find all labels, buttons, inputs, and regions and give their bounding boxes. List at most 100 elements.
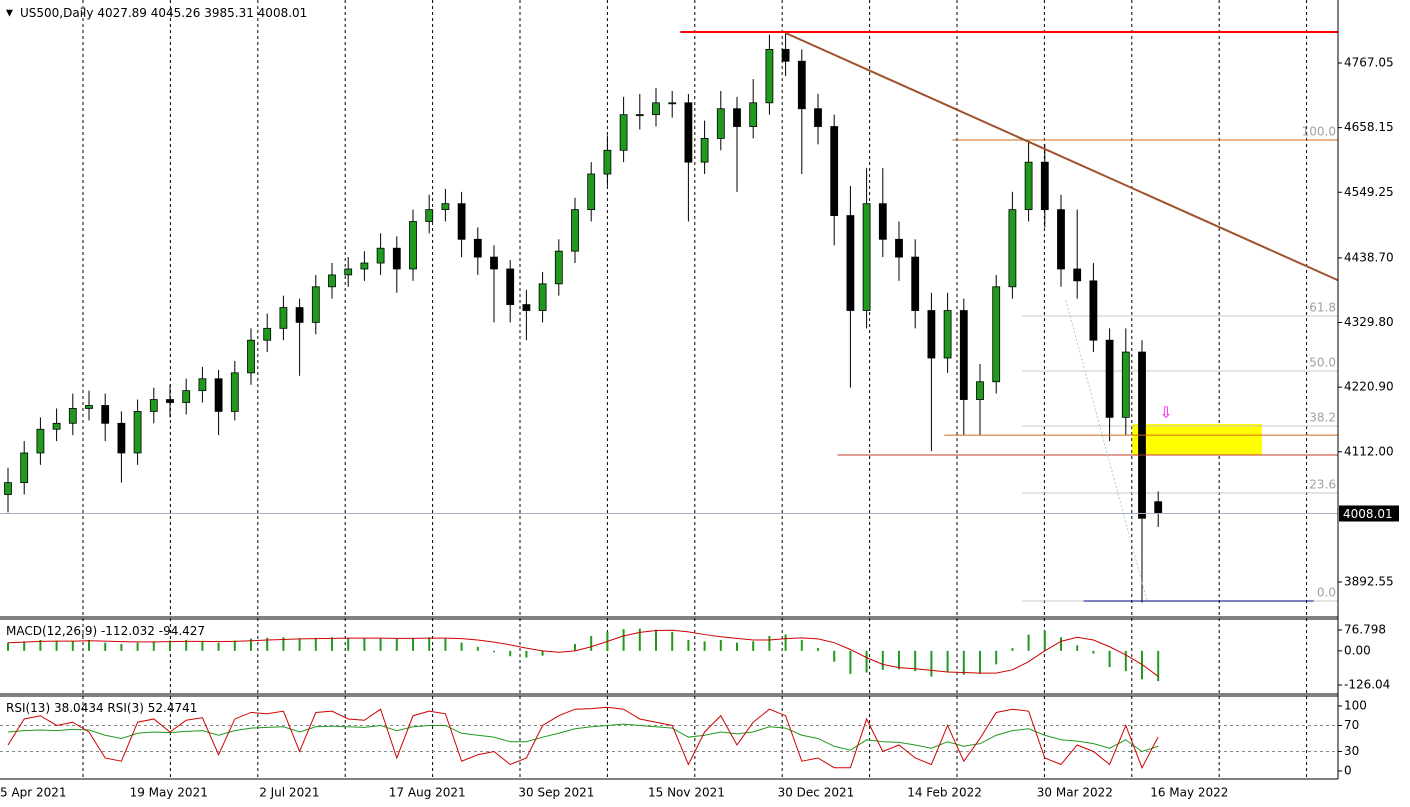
macd-bar (185, 639, 188, 651)
candle-body (619, 114, 628, 151)
macd-bar (152, 641, 155, 651)
chart-header: US500,Daily 4027.89 4045.26 3985.31 4008… (20, 6, 307, 20)
macd-bar (800, 639, 803, 651)
macd-bar (768, 635, 771, 651)
candle-body (538, 283, 547, 311)
candle-body (149, 399, 158, 412)
y-tick-label: 0 (1344, 763, 1352, 777)
candle-body (603, 149, 612, 175)
candle-body (198, 378, 207, 392)
x-tick-label: 19 May 2021 (130, 786, 208, 800)
macd-bar (541, 650, 544, 656)
series-line (7, 723, 1159, 753)
y-tick-label: 76.798 (1344, 623, 1386, 637)
macd-bar (979, 650, 981, 674)
candle-body (830, 126, 839, 216)
candle-body (716, 108, 725, 139)
macd-bar (914, 650, 917, 672)
candle-body (344, 268, 353, 276)
plot-area: 5 Apr 2021 19 May 2021 2 Jul 2021 17 Aug 20… (0, 30, 1339, 800)
macd-bar (412, 637, 414, 651)
x-tick-label: 16 May 2022 (1150, 786, 1228, 800)
macd-bar (946, 650, 949, 673)
series-line (7, 706, 1159, 769)
y-tick-label: 30 (1344, 744, 1359, 758)
signal-line (7, 629, 1159, 677)
candle-body (684, 102, 693, 163)
macd-bar (898, 650, 900, 670)
y-tick-label: 4112.00 (1344, 444, 1394, 458)
rsi-name: RSI(13) (6, 701, 50, 715)
candle-body (1057, 209, 1065, 270)
candle-body (247, 339, 255, 374)
macd-bar (23, 641, 26, 651)
zone (1132, 424, 1262, 455)
candle-body (311, 286, 320, 323)
macd-bar (217, 642, 220, 651)
candle-body (733, 108, 741, 127)
candle-body (392, 247, 401, 270)
rsi-value: 38.0434 (54, 701, 104, 715)
macd-bar (298, 638, 301, 651)
macd-bar (1060, 637, 1062, 651)
menu-triangle[interactable]: ▼ (6, 9, 13, 19)
macd-bar (622, 629, 625, 651)
candle-body (571, 209, 579, 252)
macd-bar (460, 642, 463, 651)
candle-body (36, 428, 45, 454)
candle-body (166, 399, 174, 403)
candle-body (506, 268, 515, 305)
candle-body (522, 304, 531, 311)
macd-bar (1092, 650, 1095, 654)
candle-body (878, 203, 887, 240)
macd-bar (525, 650, 528, 658)
header-low: 3985.31 (204, 6, 254, 20)
macd-bar (428, 637, 431, 651)
candle-body (652, 102, 660, 116)
macd-bar (574, 644, 576, 651)
x-tick-label: 17 Aug 2021 (389, 786, 466, 800)
fib-label: 100.0 (1302, 125, 1336, 139)
macd-bar (995, 650, 998, 665)
macd-header: MACD(12,26,9) -112.032 -94.427 (6, 624, 205, 638)
macd-bar (282, 637, 285, 651)
candle-body (1040, 161, 1049, 211)
y-tick-label: 4438.70 (1344, 250, 1394, 264)
macd-bar (881, 650, 884, 670)
x-tick-label: 2 Jul 2021 (259, 786, 319, 800)
macd-bar (266, 637, 269, 651)
x-tick-label: 30 Mar 2022 (1037, 786, 1113, 800)
x-tick-label: 15 Nov 2021 (648, 786, 725, 800)
macd-bar (962, 650, 965, 675)
macd-bar (736, 642, 738, 651)
candle-body (117, 422, 126, 454)
candle-body (230, 372, 239, 412)
candle-body (263, 327, 272, 341)
macd-bar (347, 637, 350, 651)
candle-body (814, 108, 822, 127)
candle-body (554, 250, 563, 285)
macd-bar (136, 642, 139, 651)
candle-body (1154, 501, 1163, 514)
macd-bar (120, 644, 123, 651)
fib-label: 38.2 (1309, 411, 1336, 425)
macd-bar (687, 639, 690, 651)
fib-label: 0.0 (1317, 586, 1336, 600)
candle-body (862, 203, 871, 311)
candle-body (1121, 351, 1130, 418)
macd-bar (363, 638, 366, 651)
fib-label: 61.8 (1309, 300, 1336, 314)
candle-body (473, 238, 482, 258)
candle-body (85, 405, 93, 409)
header-high: 4045.26 (151, 6, 201, 20)
macd-bar (1043, 630, 1046, 651)
candle-body (409, 221, 417, 270)
header-open: 4027.89 (97, 6, 147, 20)
candle-body (20, 452, 29, 484)
candle-body (328, 274, 336, 288)
macd-bar (395, 638, 398, 651)
candle-body (133, 411, 142, 454)
macd-bar (39, 639, 42, 651)
candle-body (376, 247, 385, 264)
macd-bar (833, 650, 836, 662)
